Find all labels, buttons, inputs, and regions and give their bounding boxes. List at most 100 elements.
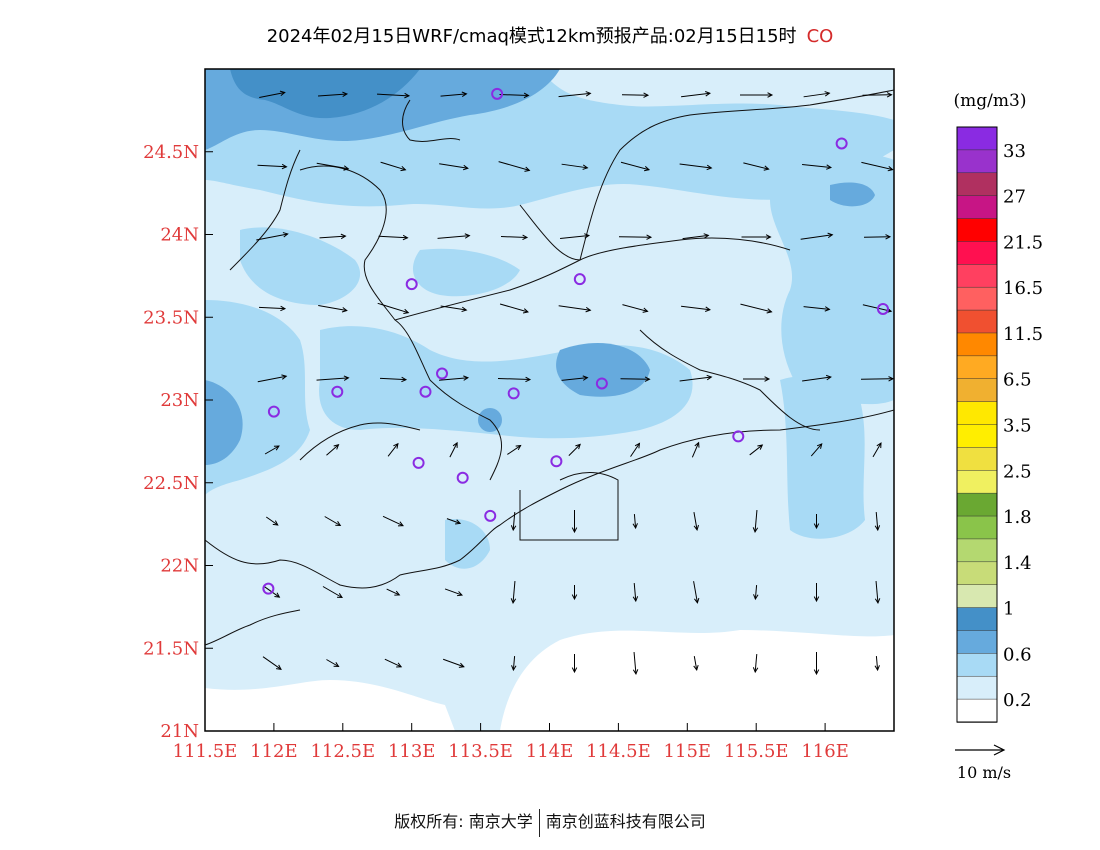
wind-arrow	[257, 163, 288, 170]
legend-swatch	[956, 698, 998, 723]
wind-arrow	[558, 91, 592, 98]
legend-swatch	[956, 447, 998, 472]
legend-swatch	[956, 492, 998, 517]
wind-arrow	[258, 305, 287, 312]
y-tick-label: 22N	[160, 556, 199, 577]
wind-arrow	[874, 511, 881, 532]
wind-vectors	[256, 90, 894, 676]
x-tick-label: 115E	[664, 741, 712, 762]
wind-arrow	[741, 234, 772, 240]
legend-level-label: 11.5	[1003, 324, 1043, 345]
wind-arrow	[380, 161, 407, 172]
wind-arrow	[511, 655, 517, 672]
x-tick-label: 111.5E	[173, 741, 238, 762]
legend-level-label: 1	[1003, 599, 1014, 620]
station-marker	[491, 87, 504, 100]
wind-arrow	[621, 92, 650, 98]
wind-arrow	[813, 514, 820, 530]
wind-arrow	[810, 443, 823, 457]
wind-arrow	[682, 233, 710, 240]
wind-arrow	[449, 441, 458, 458]
wind-arrow	[326, 659, 340, 668]
legend-level-label: 6.5	[1003, 370, 1032, 391]
legend-swatch	[956, 309, 998, 334]
wind-arrow	[316, 162, 350, 171]
wind-arrow	[318, 304, 348, 313]
station-marker	[595, 377, 608, 390]
wind-arrow	[316, 375, 350, 381]
wind-arrow	[265, 516, 279, 526]
wind-arrow	[802, 374, 832, 382]
wind-arrow	[740, 303, 773, 314]
title-main: 2024年02月15日WRF/cmaq模式12km预报产品:02月15日15时	[266, 26, 797, 47]
wind-arrow	[632, 582, 639, 603]
legend-level-label: 16.5	[1003, 278, 1043, 299]
wind-arrow	[382, 515, 404, 527]
y-tick-label: 24.5N	[143, 142, 199, 163]
wind-arrow	[813, 583, 820, 603]
wind-arrow	[257, 374, 288, 383]
wind-arrow	[571, 510, 578, 534]
axis-ticks	[204, 151, 826, 732]
wind-arrow	[693, 581, 700, 604]
color-legend	[956, 126, 998, 723]
wind-arrow	[740, 92, 774, 98]
wind-arrow	[377, 302, 410, 315]
wind-arrow	[803, 306, 831, 312]
legend-swatch	[956, 424, 998, 449]
wind-arrow	[571, 585, 578, 601]
y-tick-label: 21N	[160, 721, 199, 742]
wind-arrow	[446, 518, 462, 525]
wind-arrow	[444, 588, 463, 597]
wind-arrow	[507, 444, 522, 455]
wind-arrow	[681, 305, 711, 312]
wind-arrow	[753, 584, 759, 601]
wind-arrow	[560, 233, 591, 240]
x-axis-tick-labels: 111.5E 112E 112.5E 113E 113.5E 114E 114.5E 115E…	[173, 741, 849, 762]
map-title: 2024年02月15日WRF/cmaq模式12km预报产品:02月15日15时 C…	[0, 22, 1100, 48]
y-tick-label: 23.5N	[143, 307, 199, 328]
legend-level-label: 33	[1003, 141, 1026, 162]
wind-arrow	[378, 234, 409, 241]
wind-arrow	[862, 92, 893, 98]
legend-level-label: 0.2	[1003, 690, 1032, 711]
wind-arrow	[510, 511, 517, 532]
legend-swatch	[956, 561, 998, 586]
legend-swatch	[956, 653, 998, 677]
legend-level-label: 27	[1003, 187, 1026, 208]
wind-arrow	[442, 658, 465, 668]
wind-arrow	[498, 161, 531, 172]
wind-arrow	[561, 375, 589, 381]
wind-arrow	[558, 305, 592, 313]
wind-arrow	[679, 163, 713, 171]
wind-arrow	[743, 376, 771, 382]
wind-arrow	[440, 91, 468, 97]
wind-arrow	[874, 580, 881, 605]
legend-swatch	[956, 355, 998, 380]
x-tick-label: 112.5E	[310, 741, 375, 762]
legend-level-label: 21.5	[1003, 232, 1043, 253]
wind-arrow	[264, 445, 280, 455]
y-tick-label: 23N	[160, 390, 199, 411]
legend-level-label: 2.5	[1003, 461, 1032, 482]
legend-swatch	[956, 607, 998, 632]
legend-level-label: 3.5	[1003, 416, 1032, 437]
wind-arrow	[497, 376, 532, 383]
station-marker	[876, 302, 889, 315]
wind-scale-arrow	[955, 744, 1006, 756]
legend-swatch	[956, 126, 998, 151]
legend-swatch	[956, 378, 998, 403]
legend-swatch	[956, 149, 998, 174]
wind-arrow	[319, 233, 347, 240]
station-marker	[405, 278, 418, 291]
station-marker	[262, 582, 275, 595]
legend-level-label: 0.6	[1003, 644, 1032, 665]
x-tick-label: 114E	[526, 741, 574, 762]
legend-labels: 33 27 21.5 16.5 11.5 6.5 3.5 2.5 1.8 1.4 1 0.6 0.2	[1003, 141, 1043, 711]
co-concentration-field	[205, 69, 894, 731]
boundary-lines	[205, 89, 894, 646]
legend-swatch	[956, 470, 998, 494]
legend-swatch	[956, 332, 998, 357]
wind-arrow	[500, 234, 529, 241]
wind-arrow	[802, 163, 833, 170]
